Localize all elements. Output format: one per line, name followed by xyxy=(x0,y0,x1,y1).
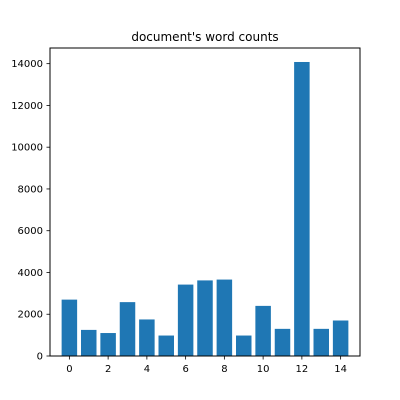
y-tick-label: 0 xyxy=(37,352,43,363)
bar-3 xyxy=(119,302,136,356)
y-tick-label: 8000 xyxy=(18,184,43,195)
bar-4 xyxy=(139,319,155,356)
plot-frame xyxy=(49,47,361,357)
x-tick-label: 2 xyxy=(105,364,111,375)
x-tick-label: 10 xyxy=(257,364,270,375)
bar-7 xyxy=(197,280,213,356)
bar-13 xyxy=(313,328,329,356)
x-tick-label: 4 xyxy=(144,364,150,375)
bar-0 xyxy=(61,299,78,356)
y-tick-label: 10000 xyxy=(11,143,43,154)
bar-5 xyxy=(158,335,174,356)
y-tick-label: 14000 xyxy=(11,59,43,70)
bar-8 xyxy=(216,279,233,356)
bar-11 xyxy=(274,328,291,356)
x-tick-label: 0 xyxy=(66,364,72,375)
x-tick-label: 14 xyxy=(334,364,347,375)
x-axis: 0 2 4 6 8 10 12 14 xyxy=(66,356,347,375)
bar-12 xyxy=(294,61,310,356)
y-tick-label: 6000 xyxy=(18,226,43,237)
bar-14 xyxy=(332,320,349,356)
bar-2 xyxy=(100,333,116,356)
bar-6 xyxy=(177,284,194,356)
bar-1 xyxy=(81,329,97,356)
x-tick-label: 12 xyxy=(296,364,309,375)
y-tick-label: 12000 xyxy=(11,101,43,112)
x-tick-label: 6 xyxy=(182,364,188,375)
chart-title: document's word counts xyxy=(131,30,278,44)
bars-group xyxy=(61,61,349,356)
bar-10 xyxy=(255,305,271,356)
y-axis: 0 2000 4000 6000 8000 10000 12000 14000 xyxy=(11,59,50,363)
x-tick-label: 8 xyxy=(221,364,227,375)
bar-9 xyxy=(236,335,252,356)
y-tick-label: 2000 xyxy=(18,310,43,321)
y-tick-label: 4000 xyxy=(18,268,43,279)
